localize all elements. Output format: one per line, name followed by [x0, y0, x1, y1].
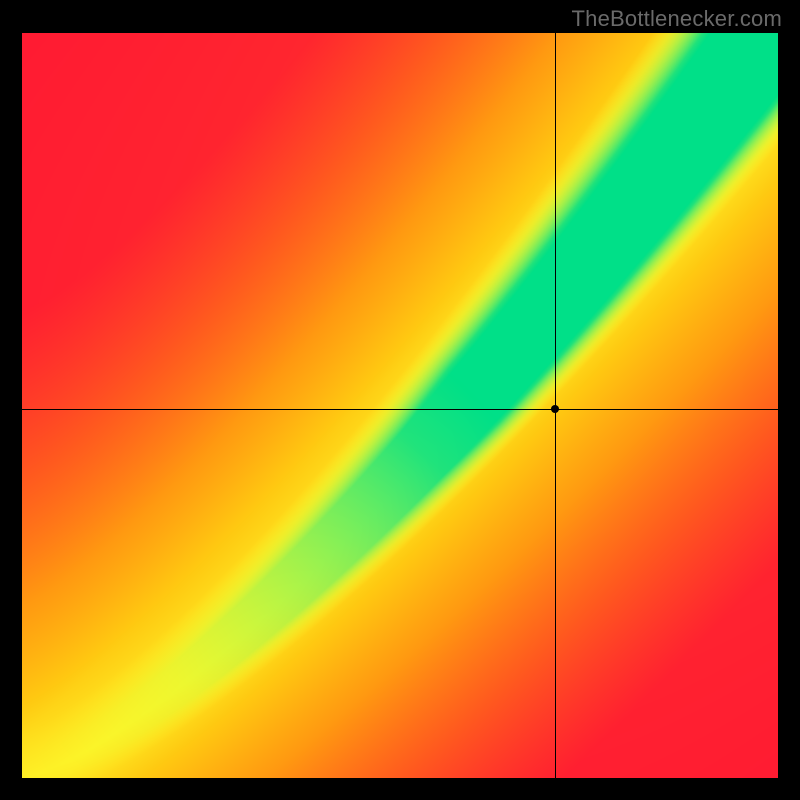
heatmap-plot-area: [22, 33, 778, 778]
chart-container: { "watermark": "TheBottlenecker.com", "t…: [0, 0, 800, 800]
watermark-text: TheBottlenecker.com: [572, 6, 782, 32]
crosshair-horizontal: [22, 409, 778, 410]
crosshair-marker-dot: [551, 405, 559, 413]
heatmap-canvas: [22, 33, 778, 778]
